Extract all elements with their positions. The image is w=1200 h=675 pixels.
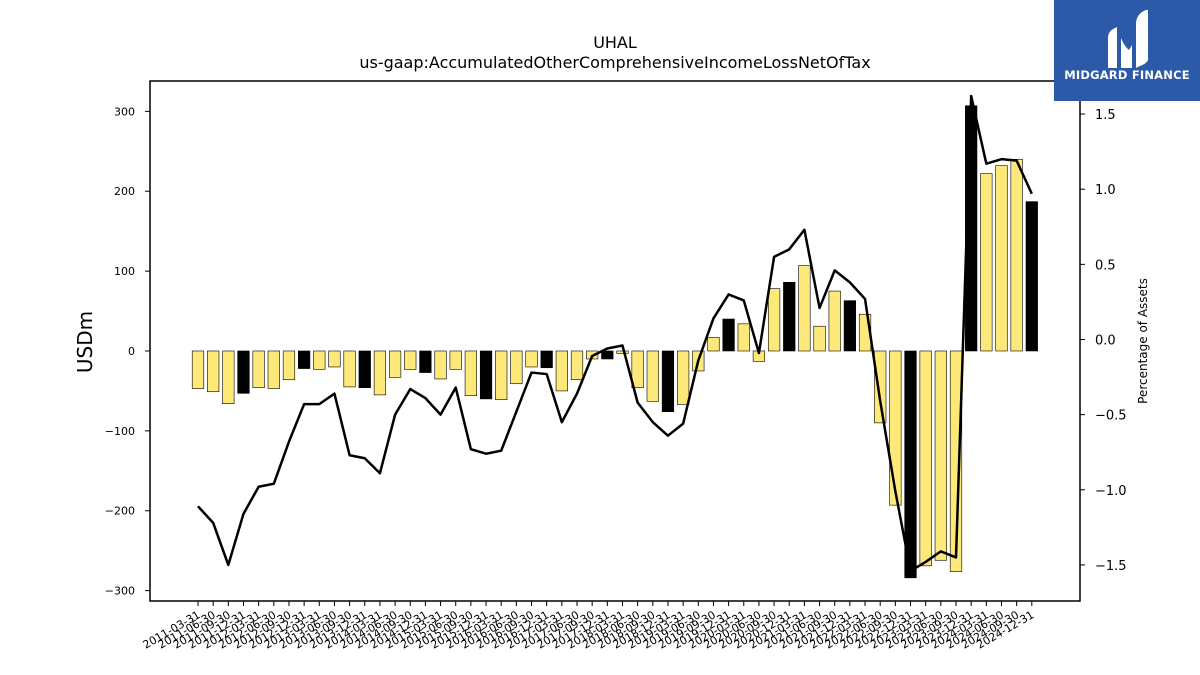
bar-2015-03-31 [434, 350, 447, 380]
y2-axis-label: Percentage of Assets [1136, 278, 1150, 404]
bar-2012-12-31 [298, 350, 311, 369]
midgard-logo-icon [1108, 10, 1148, 68]
bar-2016-12-31 [540, 350, 553, 369]
chart-subtitle: us-gaap:AccumulatedOtherComprehensiveInc… [359, 53, 870, 72]
bar-2014-03-31 [373, 350, 387, 396]
bar-2020-12-31 [783, 281, 796, 352]
bar-2023-03-31 [919, 350, 932, 567]
bar-2017-06-30 [570, 350, 584, 381]
bar-2018-06-30 [631, 350, 644, 389]
y-axis-label: USDm [73, 311, 97, 373]
y2-tick-label: 1.5 [1095, 108, 1116, 123]
bar-2014-09-30 [404, 350, 417, 370]
midgard-finance-logo: MIDGARD FINANCE [1054, 0, 1200, 101]
y-tick-label: 100 [114, 265, 135, 278]
bar-2012-03-31 [252, 350, 265, 389]
bar-2011-03-31 [191, 350, 205, 389]
bar-2016-03-31 [495, 350, 508, 401]
bar-2013-06-30 [328, 350, 341, 368]
y2-tick-label: 0.5 [1095, 258, 1116, 273]
bar-2018-03-31 [616, 350, 629, 354]
bar-2013-12-31 [358, 350, 371, 389]
y-tick-label: −200 [105, 505, 135, 518]
plot-frame [149, 80, 1081, 602]
bar-2014-06-30 [388, 350, 402, 378]
bar-2015-12-31 [479, 350, 493, 400]
y-tick-label: 200 [114, 185, 135, 198]
y-tick-label: 300 [114, 105, 135, 118]
bar-2014-12-31 [419, 350, 432, 373]
bar-2017-03-31 [555, 350, 568, 392]
bar-2020-09-30 [767, 288, 781, 352]
bar-2020-03-31 [737, 323, 750, 352]
bar-2019-09-30 [707, 337, 720, 352]
y2-tick-label: −0.5 [1095, 409, 1127, 424]
bar-2024-09-30 [1010, 158, 1023, 352]
bar-2021-06-30 [813, 325, 826, 352]
bar-2024-12-31 [1025, 201, 1038, 352]
y2-tick-label: −1.5 [1095, 559, 1127, 574]
bar-2017-12-31 [601, 350, 614, 360]
bar-2021-09-30 [828, 290, 841, 352]
percentage-of-assets-line [197, 94, 1033, 573]
bar-2022-12-31 [904, 350, 917, 579]
bar-2018-09-30 [646, 350, 659, 402]
y2-tick-label: 0.0 [1095, 333, 1116, 348]
y-tick-label: 0 [128, 345, 135, 358]
bar-2024-06-30 [995, 165, 1008, 352]
bar-2011-12-31 [237, 350, 250, 394]
y2-tick-label: −1.0 [1095, 484, 1127, 499]
bar-2019-03-31 [677, 350, 690, 405]
bar-2021-12-31 [843, 300, 856, 352]
bar-2015-09-30 [464, 350, 477, 397]
bar-2016-06-30 [510, 350, 523, 385]
bar-2015-06-30 [449, 350, 462, 370]
bar-2023-09-30 [949, 350, 963, 572]
bar-2012-09-30 [282, 350, 296, 381]
bar-2012-06-30 [267, 350, 280, 389]
bar-2022-09-30 [889, 350, 902, 506]
bar-2011-09-30 [222, 350, 235, 405]
bar-2019-12-31 [722, 318, 735, 352]
bar-2024-03-31 [980, 173, 993, 352]
y-tick-label: −100 [105, 425, 135, 438]
bar-2016-09-30 [525, 350, 538, 368]
bar-2018-12-31 [661, 350, 675, 412]
bar-2013-09-30 [343, 350, 356, 388]
bar-2013-03-31 [313, 350, 326, 370]
bar-2021-03-31 [798, 265, 811, 352]
y-tick-label: −300 [105, 585, 135, 598]
bar-2023-06-30 [934, 350, 947, 561]
chart-title: UHAL [593, 33, 637, 52]
bar-2011-06-30 [207, 350, 220, 393]
logo-text: MIDGARD FINANCE [1064, 68, 1190, 82]
y2-tick-label: 1.0 [1095, 183, 1116, 198]
bar-2022-06-30 [874, 350, 887, 424]
